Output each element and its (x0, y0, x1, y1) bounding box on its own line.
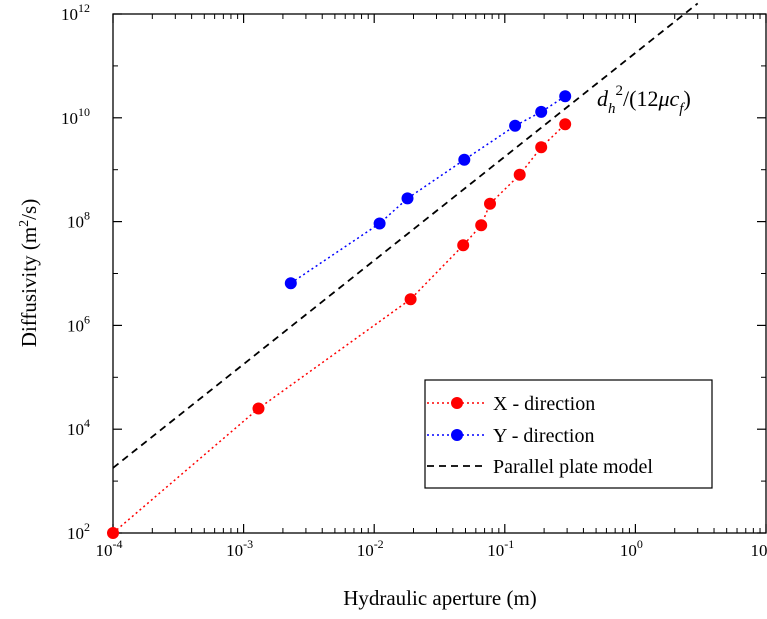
point-x-direction (457, 239, 469, 251)
point-x-direction (253, 403, 265, 415)
x-tick-label: 10-4 (96, 537, 123, 560)
y-tick-label: 1012 (61, 1, 90, 24)
point-x-direction (484, 198, 496, 210)
y-tick-label: 102 (67, 520, 90, 543)
series-line-y-direction (291, 96, 565, 283)
x-tick-label: 10-1 (487, 537, 514, 560)
point-y-direction (535, 106, 547, 118)
model-annotation: dh2/(12μcf) (597, 83, 691, 117)
point-x-direction (535, 141, 547, 153)
point-y-direction (559, 90, 571, 102)
x-tick-label: 101 (751, 537, 767, 560)
point-x-direction (475, 219, 487, 231)
x-tick-label: 10-3 (226, 537, 253, 560)
y-tick-label: 104 (67, 416, 90, 439)
y-tick-label: 1010 (61, 105, 90, 128)
point-x-direction (559, 118, 571, 130)
point-x-direction (107, 527, 119, 539)
x-axis-title: Hydraulic aperture (m) (343, 586, 537, 610)
point-y-direction (285, 277, 297, 289)
legend-marker-y-direction (451, 429, 463, 441)
y-axis-title: Diffusivity (m2/s) (17, 199, 41, 347)
x-tick-label: 100 (620, 537, 643, 560)
point-x-direction (405, 293, 417, 305)
legend-marker-x-direction (451, 397, 463, 409)
y-tick-label: 108 (67, 209, 90, 232)
point-x-direction (514, 169, 526, 181)
legend-label-parallel-plate-model: Parallel plate model (493, 456, 653, 478)
point-y-direction (458, 154, 470, 166)
point-y-direction (402, 192, 414, 204)
x-tick-labels: 10-4 10-3 10-2 10-1 100 101 (96, 537, 767, 560)
point-y-direction (509, 120, 521, 132)
y-tick-labels: 102 104 106 108 1010 1012 (61, 1, 90, 543)
legend-label-x-direction: X - direction (493, 393, 595, 415)
legend-label-y-direction: Y - direction (493, 425, 594, 447)
x-tick-label: 10-2 (357, 537, 384, 560)
y-axis-title-sup: 2 (17, 220, 32, 227)
y-tick-label: 106 (67, 312, 90, 335)
point-y-direction (374, 218, 386, 230)
legend: X - direction Y - direction Parallel pla… (425, 380, 712, 488)
